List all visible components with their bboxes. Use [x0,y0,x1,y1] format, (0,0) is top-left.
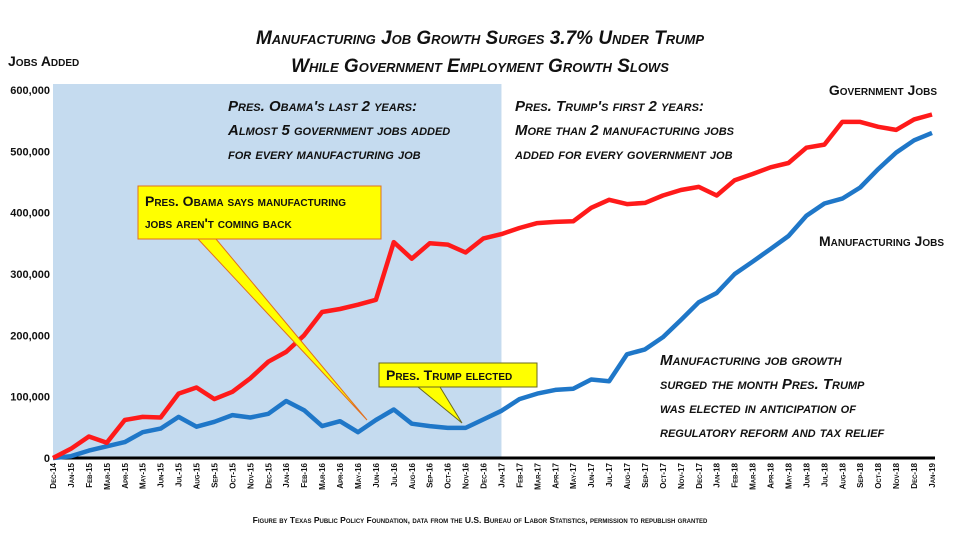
obama-callout-text-2: jobs aren't coming back [145,215,292,231]
x-tick-label: Jan-18 [713,462,722,487]
legend-manufacturing-jobs: Manufacturing Jobs [819,233,944,249]
x-tick-label: Oct-18 [874,462,883,488]
x-tick-label: May-15 [139,462,148,489]
x-tick-label: Nov-15 [246,462,255,489]
y-axis-label: Jobs Added [8,53,79,69]
x-tick-label: Aug-16 [408,462,417,489]
x-tick-label: May-17 [569,462,578,489]
series-line-government-jobs [51,112,933,461]
x-tick-label: Jul-16 [390,462,399,487]
footer-source: Figure by Texas Public Policy Foundation… [253,515,708,525]
y-tick-label: 300,000 [10,269,50,281]
obama-period-note-3: for every manufacturing job [228,146,421,163]
x-tick-label: Jun-16 [372,462,381,487]
x-tick-label: Mar-17 [533,462,542,489]
chart-title-line1: Manufacturing Job Growth Surges 3.7% Und… [256,28,704,49]
x-tick-label: Mar-18 [749,462,758,489]
obama-callout-text-1: Pres. Obama says manufacturing [145,193,346,209]
x-tick-label: Aug-15 [193,462,202,489]
x-tick-label: Apr-15 [121,462,130,488]
x-tick-label: Feb-18 [731,462,740,487]
y-tick-label: 600,000 [10,85,50,97]
x-tick-label: Aug-17 [623,462,632,489]
x-tick-label: Jan-15 [67,462,76,487]
obama-period-note-2: Almost 5 government jobs added [227,122,450,139]
x-tick-label: Dec-15 [264,462,273,488]
x-tick-label: Sep-15 [210,462,219,487]
x-tick-label: Dec-16 [480,462,489,488]
x-tick-label: Mar-15 [103,462,112,489]
x-tick-label: Feb-15 [85,462,94,487]
x-tick-label: Oct-17 [659,462,668,488]
x-tick-label: Nov-17 [677,462,686,489]
x-tick-label: Sep-16 [426,462,435,487]
x-tick-label: Aug-18 [838,462,847,489]
x-tick-label: Nov-16 [462,462,471,489]
obama-callout-box [137,185,382,240]
x-tick-label: Jan-17 [497,462,506,487]
x-tick-label: Oct-16 [444,462,453,488]
x-tick-label: Mar-16 [318,462,327,489]
x-tick-label: Jul-18 [820,462,829,487]
trump-period-note-2: More than 2 manufacturing jobs [515,122,735,139]
surge-note-4: regulatory reform and tax relief [660,424,885,441]
x-tick-label: Jul-17 [605,462,614,487]
x-tick-label: May-16 [354,462,363,489]
x-tick-label: Apr-17 [551,462,560,488]
x-tick-label: Jun-17 [587,462,596,487]
y-tick-label: 0 [44,453,50,465]
x-tick-label: Apr-18 [767,462,776,488]
trump-callout-text: Pres. Trump elected [386,367,512,383]
x-tick-label: Jan-19 [928,462,937,487]
y-tick-label: 500,000 [10,146,50,158]
surge-note-2: surged the month Pres. Trump [660,376,865,393]
trump-callout-box [378,362,538,388]
legend-government-jobs: Government Jobs [829,82,937,98]
x-tick-label: Jun-18 [802,462,811,487]
x-tick-label: Feb-16 [300,462,309,487]
x-tick-label: Sep-17 [641,462,650,487]
x-tick-label: Dec-17 [695,462,704,488]
x-tick-label: Dec-14 [49,462,58,488]
series-line-manufacturing-jobs [52,130,933,461]
x-tick-label: May-18 [784,462,793,489]
x-tick-label: Oct-15 [228,462,237,488]
x-tick-label: Jul-15 [175,462,184,487]
x-tick-label: Feb-17 [515,462,524,487]
x-tick-label: Apr-16 [336,462,345,488]
x-tick-label: Jan-16 [282,462,291,487]
surge-note-1: Manufacturing job growth [660,352,843,369]
y-tick-label: 100,000 [10,392,50,404]
trump-period-note-1: Pres. Trump's first 2 years: [515,98,704,115]
x-tick-label: Jun-15 [157,462,166,487]
y-tick-label: 200,000 [10,330,50,342]
x-tick-label: Sep-18 [856,462,865,487]
obama-period-note-1: Pres. Obama's last 2 years: [228,98,417,115]
trump-period-note-3: added for every government job [514,146,733,163]
x-tick-label: Nov-18 [892,462,901,489]
y-tick-label: 400,000 [10,208,50,220]
surge-note-3: was elected in anticipation of [660,400,856,417]
obama-period-shading [53,84,502,458]
x-tick-label: Dec-18 [910,462,919,488]
chart-title-line2: While Government Employment Growth Slows [291,56,669,77]
